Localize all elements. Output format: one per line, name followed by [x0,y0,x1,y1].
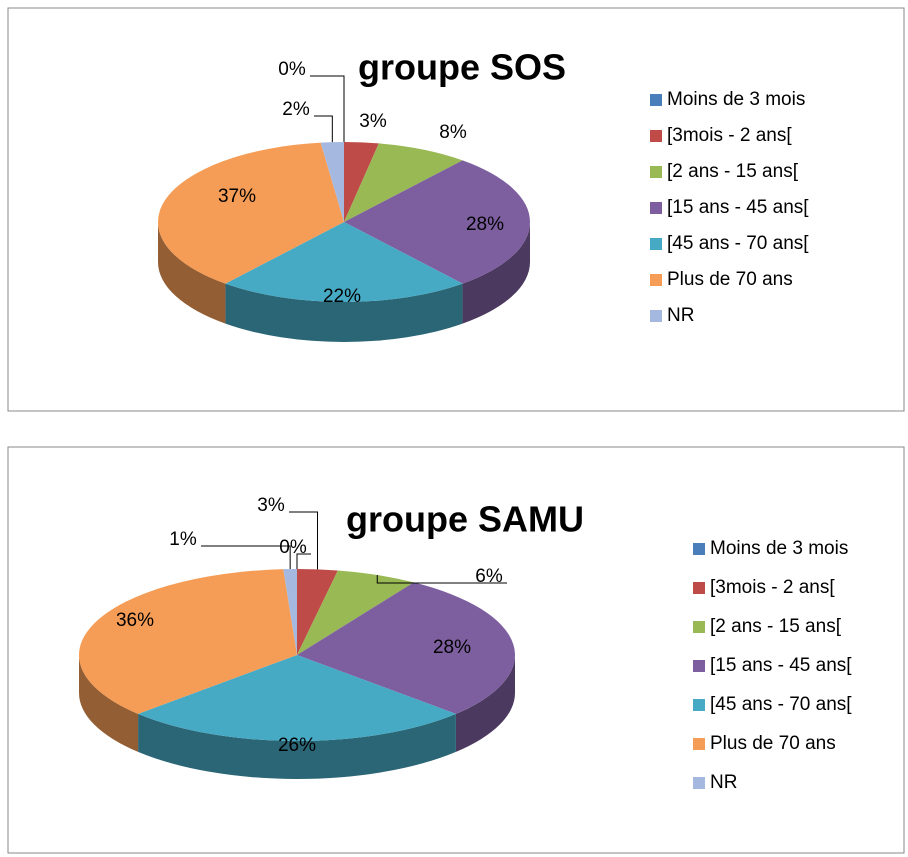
slice [320,142,344,222]
legend-swatch [650,274,662,286]
leader-line [201,545,291,570]
legend-swatch [693,621,705,633]
legend-label: [15 ans - 45 ans[ [667,197,809,218]
legend-swatch [693,582,705,594]
legend-label: [2 ans - 15 ans[ [710,616,842,637]
legend-label: [15 ans - 45 ans[ [710,655,852,676]
legend-label: Moins de 3 mois [667,89,805,110]
slice-side [225,283,463,342]
legend-swatch [693,543,705,555]
data-label: 22% [323,286,361,307]
legend-swatch [650,166,662,178]
data-label: 8% [439,122,467,143]
data-label: 0% [278,59,306,80]
legend-swatch [650,130,662,142]
leader-line [310,75,345,142]
leader-line [376,575,507,584]
data-label: 1% [169,529,197,550]
data-label: 3% [359,111,387,132]
legend-label: [45 ans - 70 ans[ [710,694,852,715]
leader-line [314,115,333,143]
legend-label: [3mois - 2 ans[ [667,125,792,146]
chart-title: groupe SOS [358,47,566,88]
legend-label: [3mois - 2 ans[ [710,577,835,598]
slice [158,142,344,284]
leader-line [296,553,311,569]
legend-swatch [693,699,705,711]
data-label: 26% [278,735,316,756]
slice-side [79,655,139,752]
legend-swatch [650,94,662,106]
legend-label: NR [710,772,737,793]
slice [283,569,297,655]
leader-line [289,511,319,570]
slice [344,160,530,284]
legend-label: Plus de 70 ans [710,733,836,754]
legend-swatch [650,238,662,250]
data-label: 28% [466,214,504,235]
legend-label: Plus de 70 ans [667,269,793,290]
slice-side [455,655,515,752]
legend-swatch [693,660,705,672]
slice [344,143,463,222]
legend-swatch [650,202,662,214]
slice [225,222,463,302]
legend-swatch [650,310,662,322]
chart-title: groupe SAMU [346,499,584,540]
data-label: 37% [218,186,256,207]
data-label: 6% [475,566,503,587]
data-label: 36% [116,610,154,631]
legend-swatch [693,738,705,750]
data-label: 28% [433,637,471,658]
data-label: 0% [279,537,307,558]
slice-side [138,713,456,779]
legend-label: [45 ans - 70 ans[ [667,233,809,254]
data-label: 3% [257,495,285,516]
slice [297,569,338,655]
legend-label: [2 ans - 15 ans[ [667,161,799,182]
legend-label: Moins de 3 mois [710,538,848,559]
slice [297,582,515,714]
data-label: 2% [282,99,310,120]
legend-swatch [693,777,705,789]
slice [344,142,379,222]
slice [78,569,297,714]
slice [138,655,456,741]
slice-side [158,222,226,324]
slice [297,570,414,655]
slice-side [462,222,530,324]
legend-label: NR [667,305,694,326]
